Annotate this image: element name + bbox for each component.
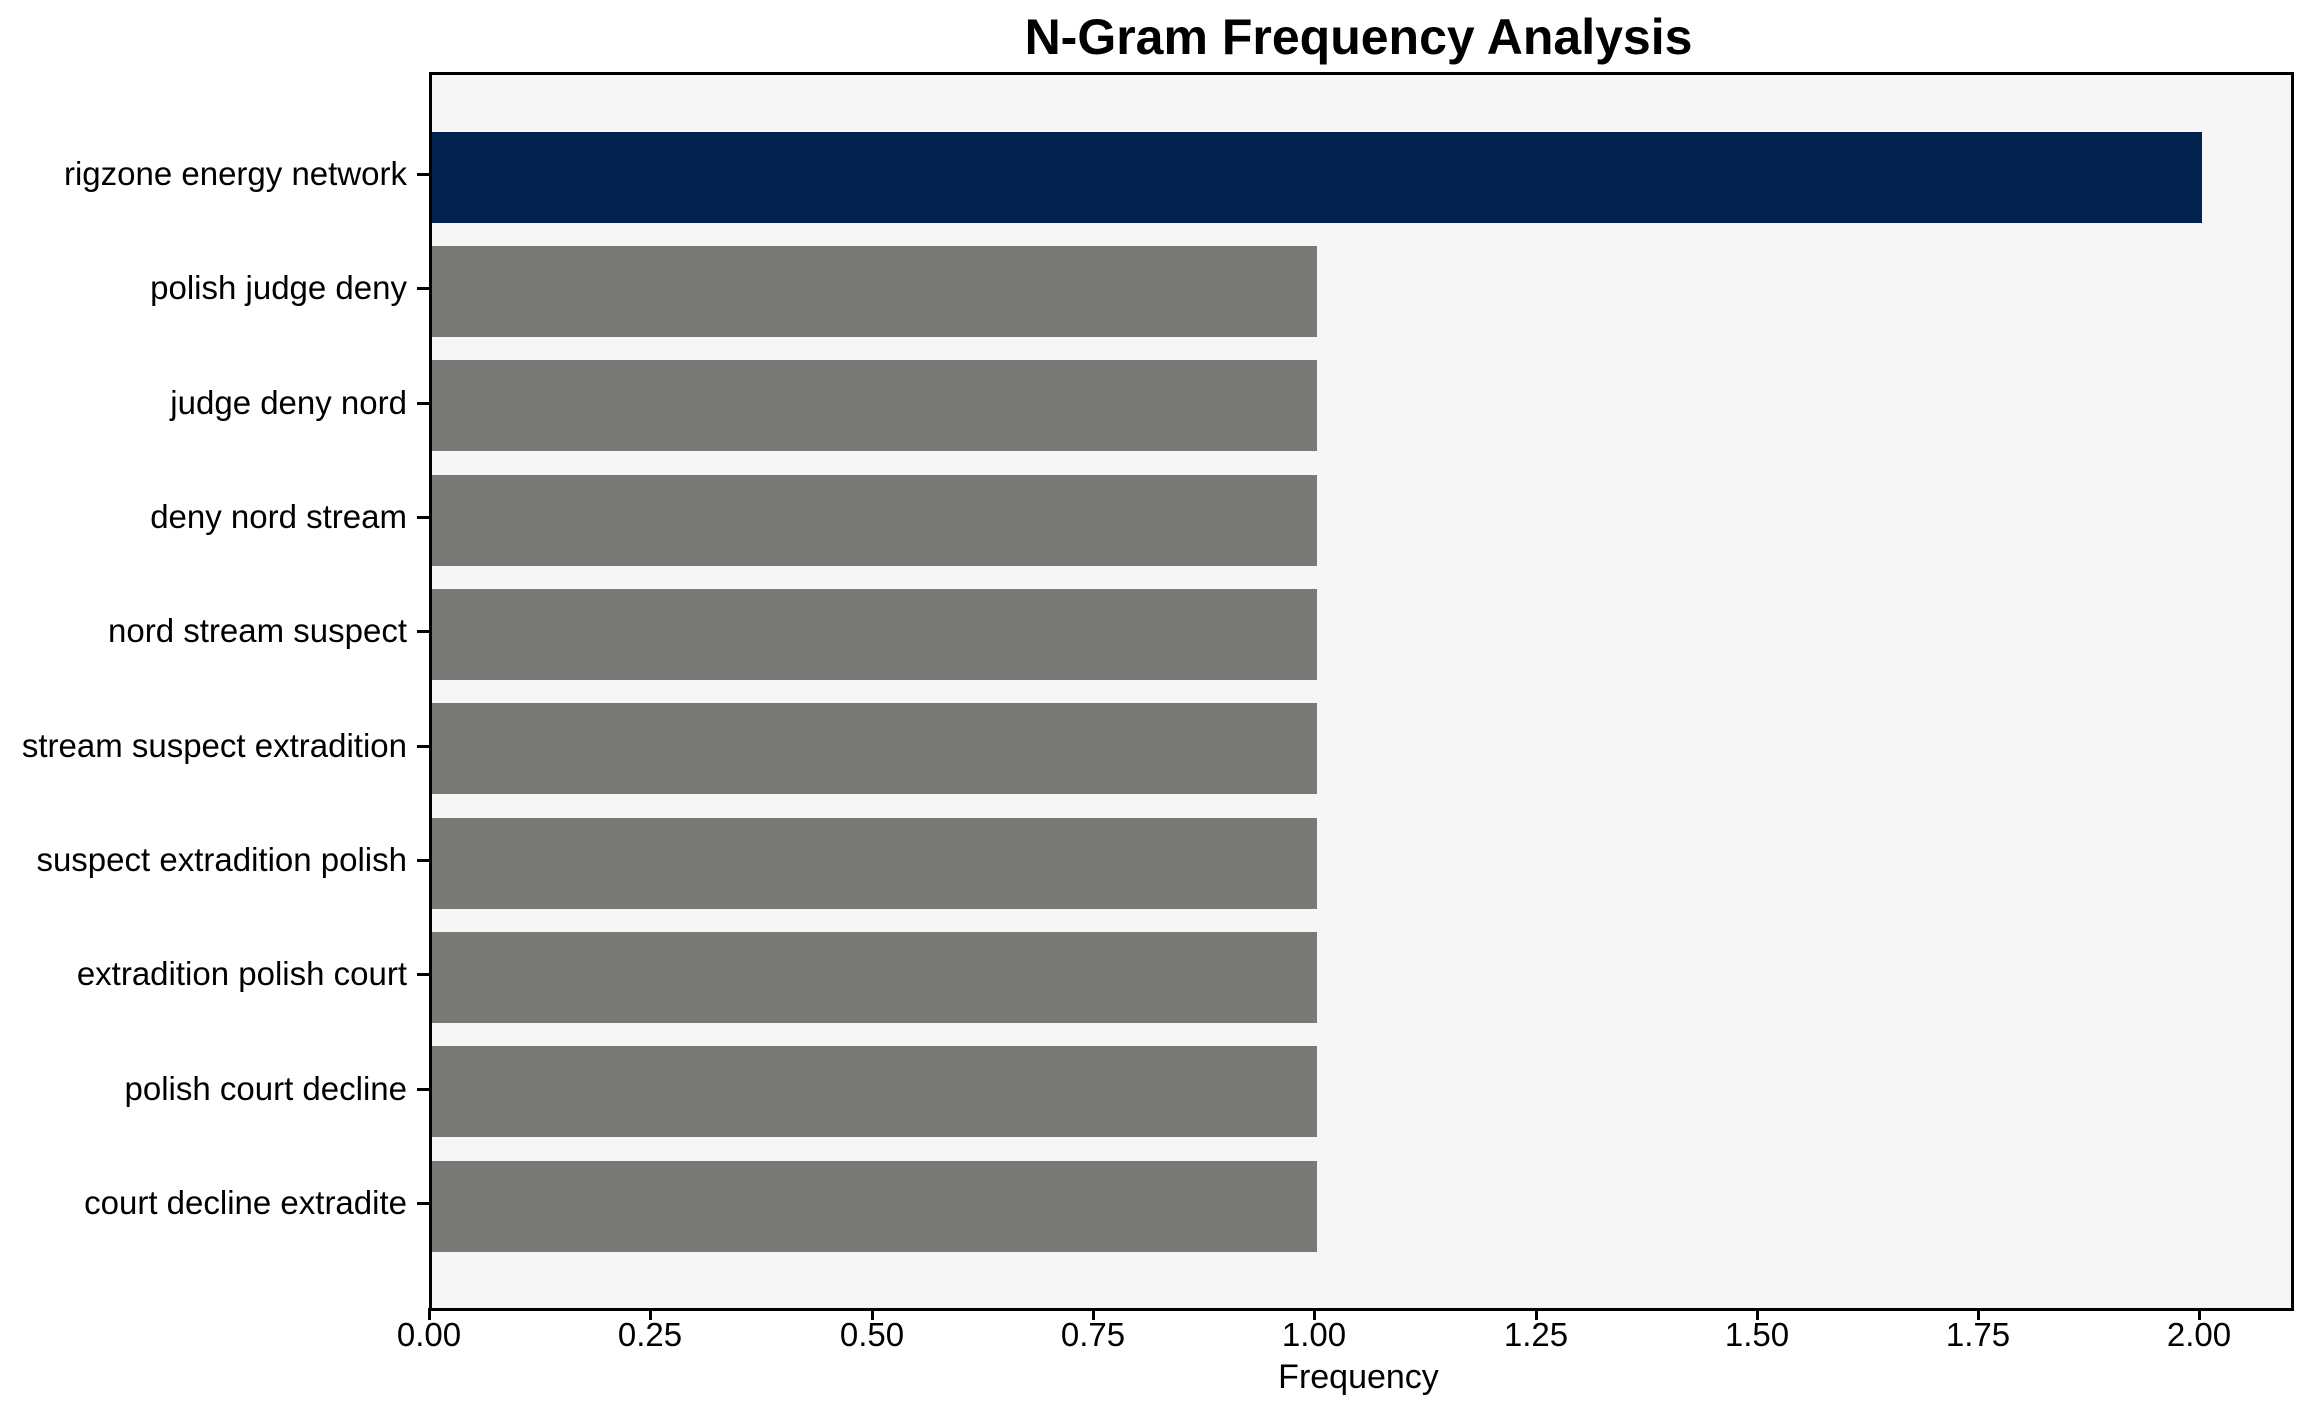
bar bbox=[432, 360, 1317, 451]
x-tick-label: 1.75 bbox=[1945, 1316, 2011, 1353]
y-tick-label: polish court decline bbox=[124, 1070, 408, 1107]
x-tick-mark bbox=[649, 1308, 652, 1320]
bar bbox=[432, 132, 2202, 223]
x-tick-mark bbox=[871, 1308, 874, 1320]
x-tick-label: 2.00 bbox=[2166, 1316, 2232, 1353]
bar bbox=[432, 932, 1317, 1023]
y-tick-mark bbox=[417, 516, 429, 519]
x-tick-label: 1.00 bbox=[1281, 1316, 1347, 1353]
y-tick-label: nord stream suspect bbox=[108, 612, 407, 649]
x-tick-mark bbox=[428, 1308, 431, 1320]
y-tick-mark bbox=[417, 630, 429, 633]
x-tick-label: 0.50 bbox=[839, 1316, 905, 1353]
x-axis-label: Frequency bbox=[1278, 1358, 1439, 1396]
y-tick-label: extradition polish court bbox=[76, 955, 407, 992]
bar bbox=[432, 589, 1317, 680]
x-tick-label: 0.25 bbox=[617, 1316, 683, 1353]
x-tick-mark bbox=[2198, 1308, 2201, 1320]
y-tick-label: rigzone energy network bbox=[63, 155, 407, 192]
y-tick-mark bbox=[417, 973, 429, 976]
y-tick-label: stream suspect extradition bbox=[21, 727, 407, 764]
y-tick-mark bbox=[417, 745, 429, 748]
bar bbox=[432, 1161, 1317, 1252]
x-tick-mark bbox=[1313, 1308, 1316, 1320]
y-tick-mark bbox=[417, 287, 429, 290]
y-tick-mark bbox=[417, 1202, 429, 1205]
x-tick-mark bbox=[1535, 1308, 1538, 1320]
bar bbox=[432, 246, 1317, 337]
x-tick-label: 1.25 bbox=[1503, 1316, 1569, 1353]
bar bbox=[432, 1046, 1317, 1137]
x-tick-label: 0.75 bbox=[1060, 1316, 1126, 1353]
x-tick-mark bbox=[1092, 1308, 1095, 1320]
y-tick-mark bbox=[417, 173, 429, 176]
y-tick-mark bbox=[417, 1088, 429, 1091]
x-tick-mark bbox=[1756, 1308, 1759, 1320]
bar bbox=[432, 703, 1317, 794]
x-tick-label: 1.50 bbox=[1724, 1316, 1790, 1353]
x-tick-label: 0.00 bbox=[396, 1316, 462, 1353]
y-tick-label: suspect extradition polish bbox=[36, 841, 407, 878]
y-tick-label: polish judge deny bbox=[150, 269, 407, 306]
y-tick-label: judge deny nord bbox=[170, 384, 407, 421]
plot-area bbox=[429, 72, 2294, 1311]
y-tick-label: court decline extradite bbox=[84, 1184, 407, 1221]
bar bbox=[432, 818, 1317, 909]
y-tick-mark bbox=[417, 859, 429, 862]
y-tick-mark bbox=[417, 402, 429, 405]
bar bbox=[432, 475, 1317, 566]
y-tick-label: deny nord stream bbox=[150, 498, 407, 535]
chart-title: N-Gram Frequency Analysis bbox=[1024, 9, 1693, 65]
x-tick-mark bbox=[1977, 1308, 1980, 1320]
